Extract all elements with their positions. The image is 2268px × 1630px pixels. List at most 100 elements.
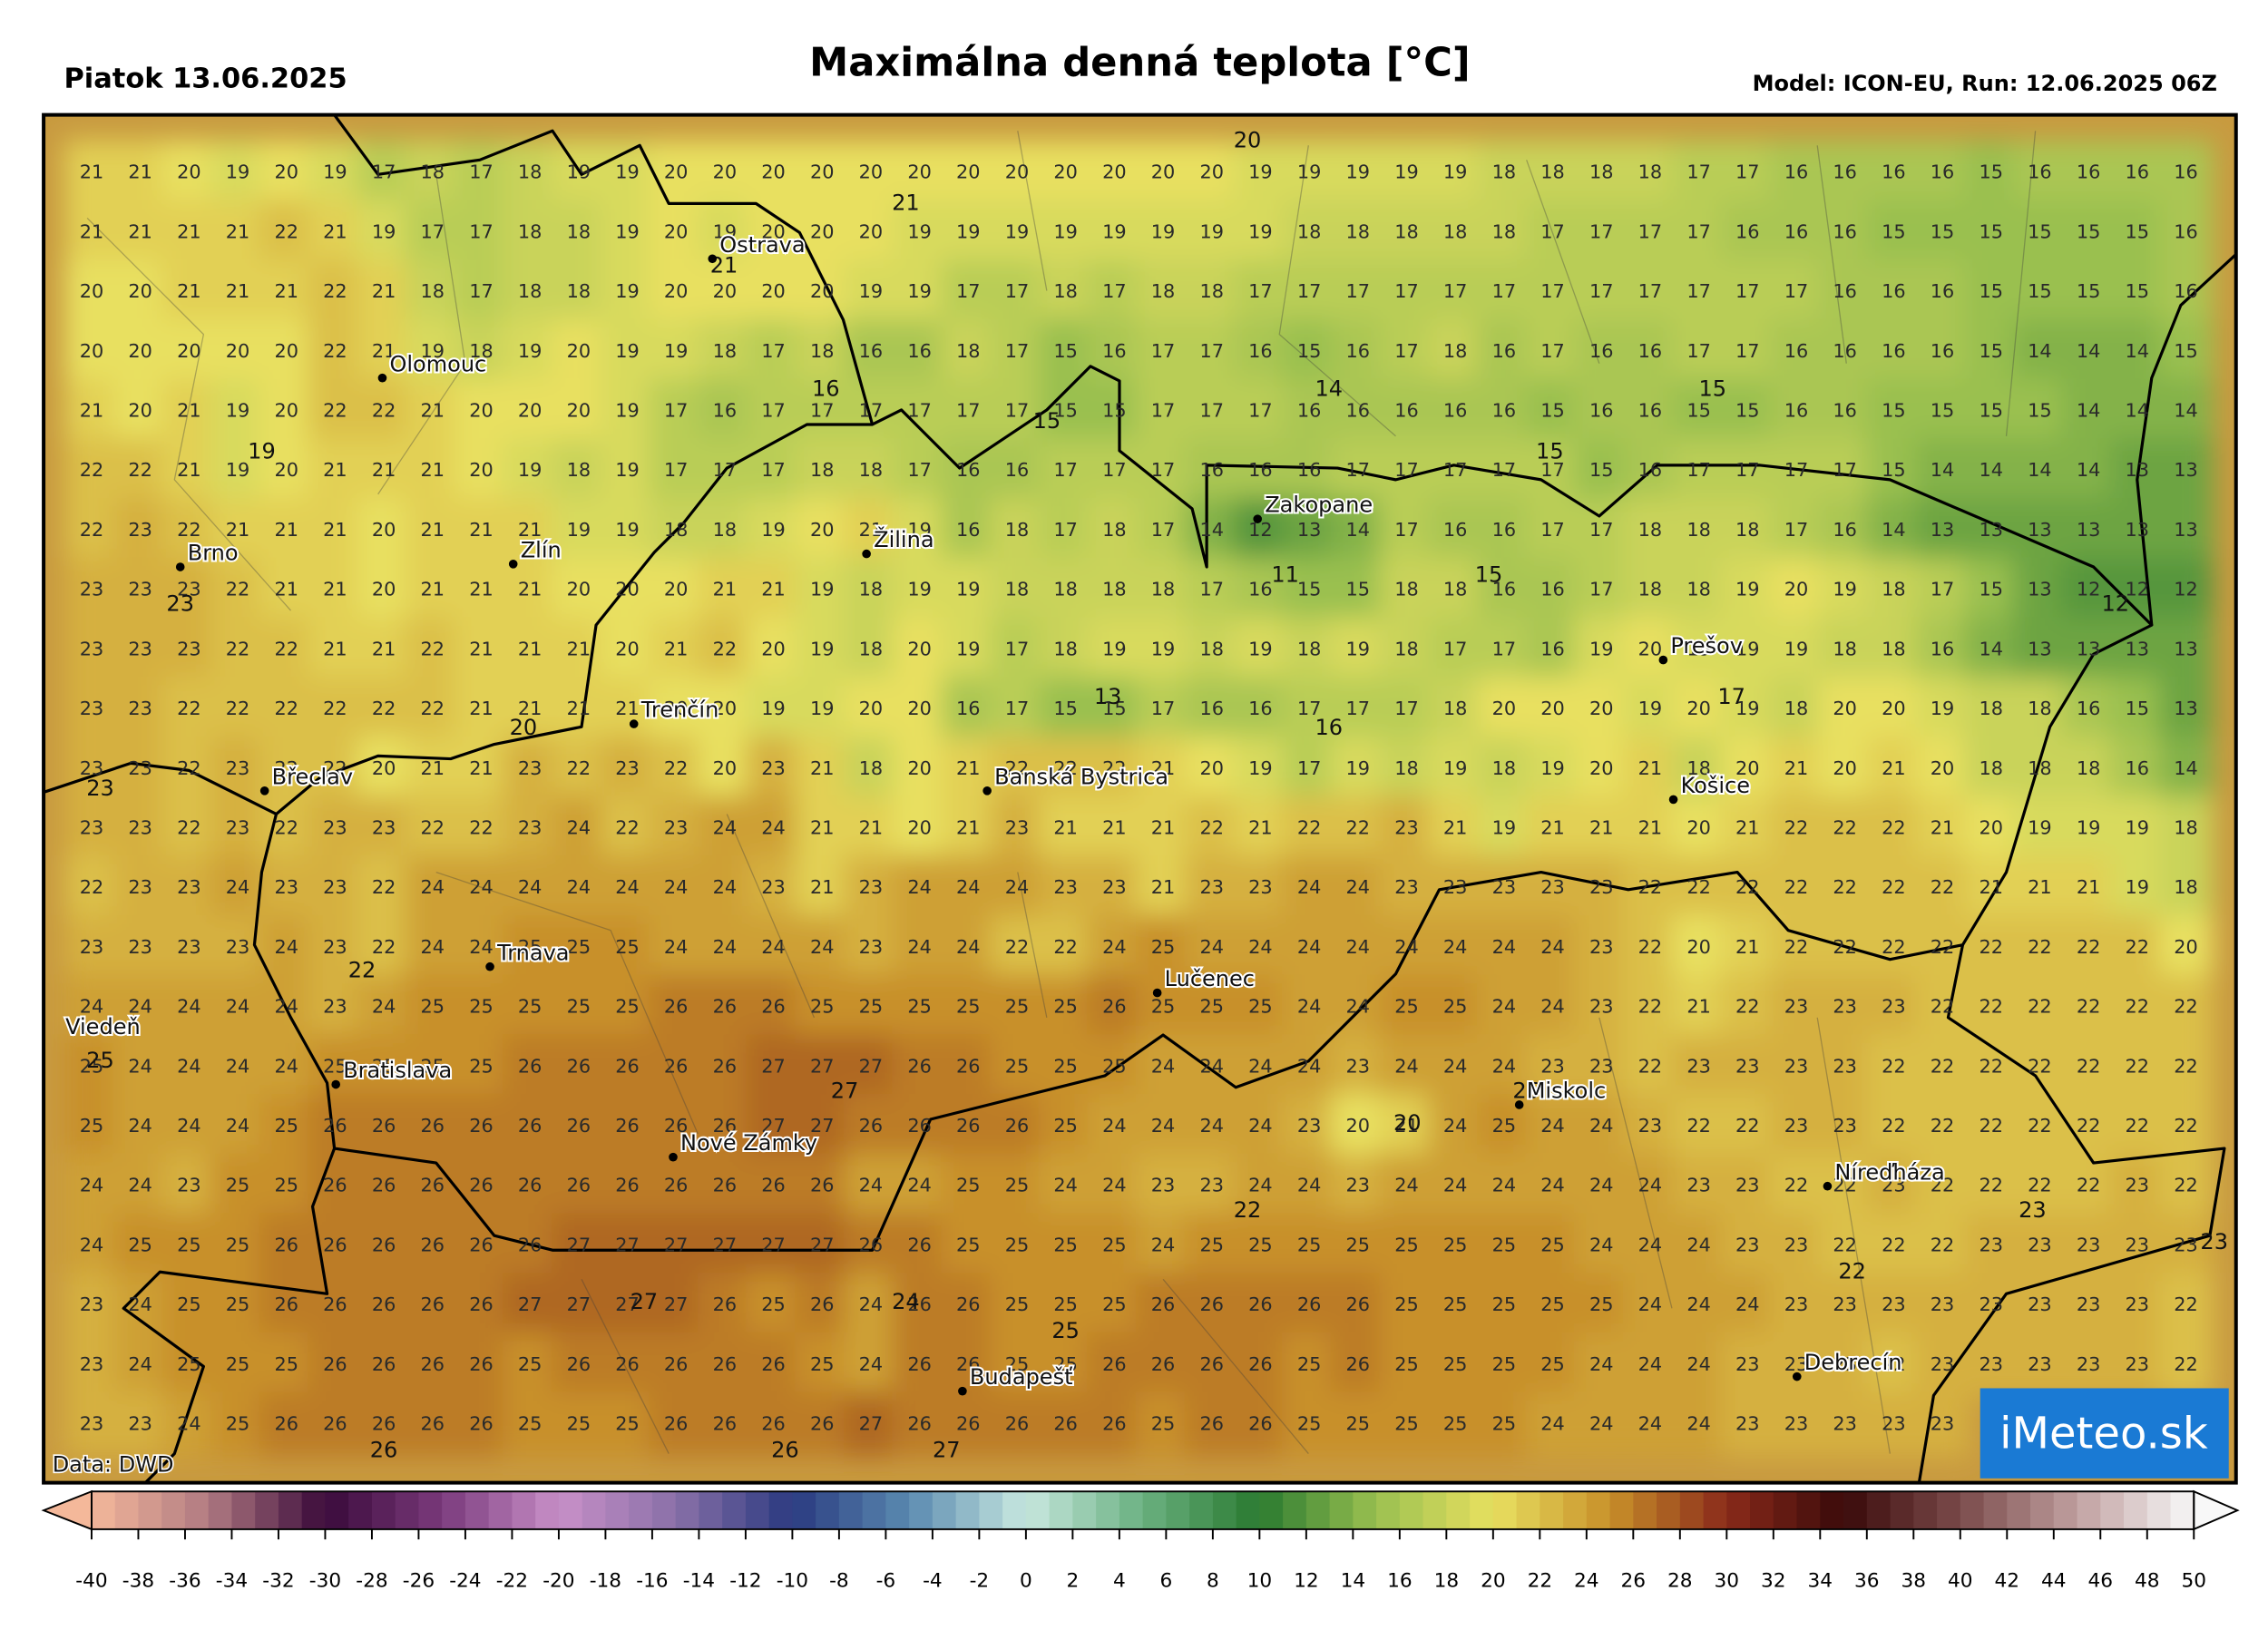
grid-value: 21 [177, 220, 201, 242]
field-cell [112, 259, 168, 326]
grid-value: 26 [907, 1293, 932, 1315]
field-cell [649, 1391, 704, 1458]
grid-value: 24 [177, 1055, 201, 1077]
grid-value: 15 [1882, 459, 1906, 481]
field-cell [1622, 1391, 1677, 1458]
grid-value: 21 [1931, 816, 1955, 838]
grid-value: 22 [1735, 876, 1760, 898]
grid-value: 21 [372, 280, 396, 302]
field-cell [2061, 318, 2116, 385]
colorbar-segment [231, 1491, 256, 1529]
field-cell [64, 140, 120, 206]
grid-value: 18 [664, 519, 689, 541]
grid-value: 17 [1102, 280, 1127, 302]
grid-value: 18 [1199, 280, 1224, 302]
grid-value: 21 [1638, 757, 1663, 779]
field-cell [1282, 974, 1337, 1040]
field-cell [1136, 140, 1191, 206]
field-cell [405, 378, 460, 444]
field-cell [112, 855, 168, 922]
field-cell [1817, 140, 1872, 206]
grid-value: 23 [2126, 1293, 2150, 1315]
grid-value: 21 [1151, 757, 1176, 779]
field-cell [2061, 677, 2116, 743]
grid-value: 15 [1102, 698, 1127, 719]
field-cell [357, 200, 412, 266]
grid-value: 27 [761, 1234, 786, 1255]
grid-value: 23 [1394, 876, 1419, 898]
grid-value: 23 [1735, 1175, 1760, 1196]
grid-value: 18 [1638, 579, 1663, 600]
grid-value: 18 [2077, 757, 2101, 779]
grid-value: 14 [2126, 340, 2150, 362]
grid-value: 17 [1492, 280, 1517, 302]
grid-value: 17 [1151, 340, 1176, 362]
field-cell [600, 1034, 655, 1100]
field-cell [1233, 1034, 1288, 1100]
grid-value: 23 [177, 638, 201, 659]
field-cell [1914, 974, 1970, 1040]
grid-value: 22 [1931, 1115, 1955, 1137]
grid-value: 27 [810, 1234, 835, 1255]
colorbar-tick-label: 42 [1995, 1570, 2020, 1593]
field-cell [2012, 617, 2068, 683]
field-cell [941, 1332, 996, 1398]
grid-value: 14 [2028, 340, 2052, 362]
field-cell [1671, 259, 1726, 326]
grid-value: 22 [177, 519, 201, 541]
field-cell [989, 1273, 1045, 1339]
field-cell [989, 677, 1045, 743]
colorbar-segment [838, 1491, 864, 1529]
grid-value: 16 [1589, 340, 1614, 362]
field-cell [1184, 1391, 1239, 1458]
grid-value: 23 [1589, 1055, 1614, 1077]
colorbar-tick-label: 50 [2182, 1570, 2207, 1593]
field-cell [210, 1153, 266, 1219]
field-cell [1671, 140, 1726, 206]
grid-value: 25 [1297, 1234, 1322, 1255]
grid-value: 22 [2174, 1175, 2198, 1196]
field-cell [941, 974, 996, 1040]
colorbar-segment [2124, 1491, 2148, 1529]
grid-value: 23 [2077, 1234, 2101, 1255]
field-cell [454, 855, 509, 922]
field-cell [1233, 1332, 1288, 1398]
grid-value: 22 [1735, 996, 1760, 1018]
grid-value: 13 [2077, 519, 2101, 541]
field-cell [112, 378, 168, 444]
field-cell [1866, 497, 1921, 564]
field-cell [941, 855, 996, 922]
field-cell [64, 1332, 120, 1398]
field-cell [892, 557, 947, 623]
field-cell [697, 318, 752, 385]
colorbar-segment [278, 1491, 303, 1529]
field-cell [2109, 736, 2165, 802]
city-dot [629, 719, 639, 728]
field-cell [989, 378, 1045, 444]
field-cell [1330, 557, 1385, 623]
grid-value: 21 [1979, 876, 2003, 898]
grid-value: 24 [1638, 1293, 1663, 1315]
grid-value: 26 [907, 1413, 932, 1435]
grid-value: 19 [1297, 161, 1322, 183]
grid-value: 21 [1443, 816, 1468, 838]
grid-value: 21 [810, 816, 835, 838]
colorbar-tick-label: 24 [1574, 1570, 1599, 1593]
field-cell [1963, 974, 2019, 1040]
grid-value: 18 [1443, 579, 1468, 600]
grid-value: 18 [1735, 519, 1760, 541]
grid-value: 20 [177, 161, 201, 183]
grid-value: 17 [810, 400, 835, 422]
field-cell [1963, 736, 2019, 802]
field-cell [1476, 795, 1531, 862]
field-cell [1914, 736, 1970, 802]
field-cell [2061, 259, 2116, 326]
field-cell [64, 1391, 120, 1458]
grid-value: 18 [1686, 757, 1711, 779]
field-cell [259, 140, 314, 206]
field-cell [210, 974, 266, 1040]
field-cell [746, 497, 801, 564]
grid-value: 21 [1882, 757, 1906, 779]
grid-value: 21 [421, 519, 445, 541]
field-cell [1622, 140, 1677, 206]
